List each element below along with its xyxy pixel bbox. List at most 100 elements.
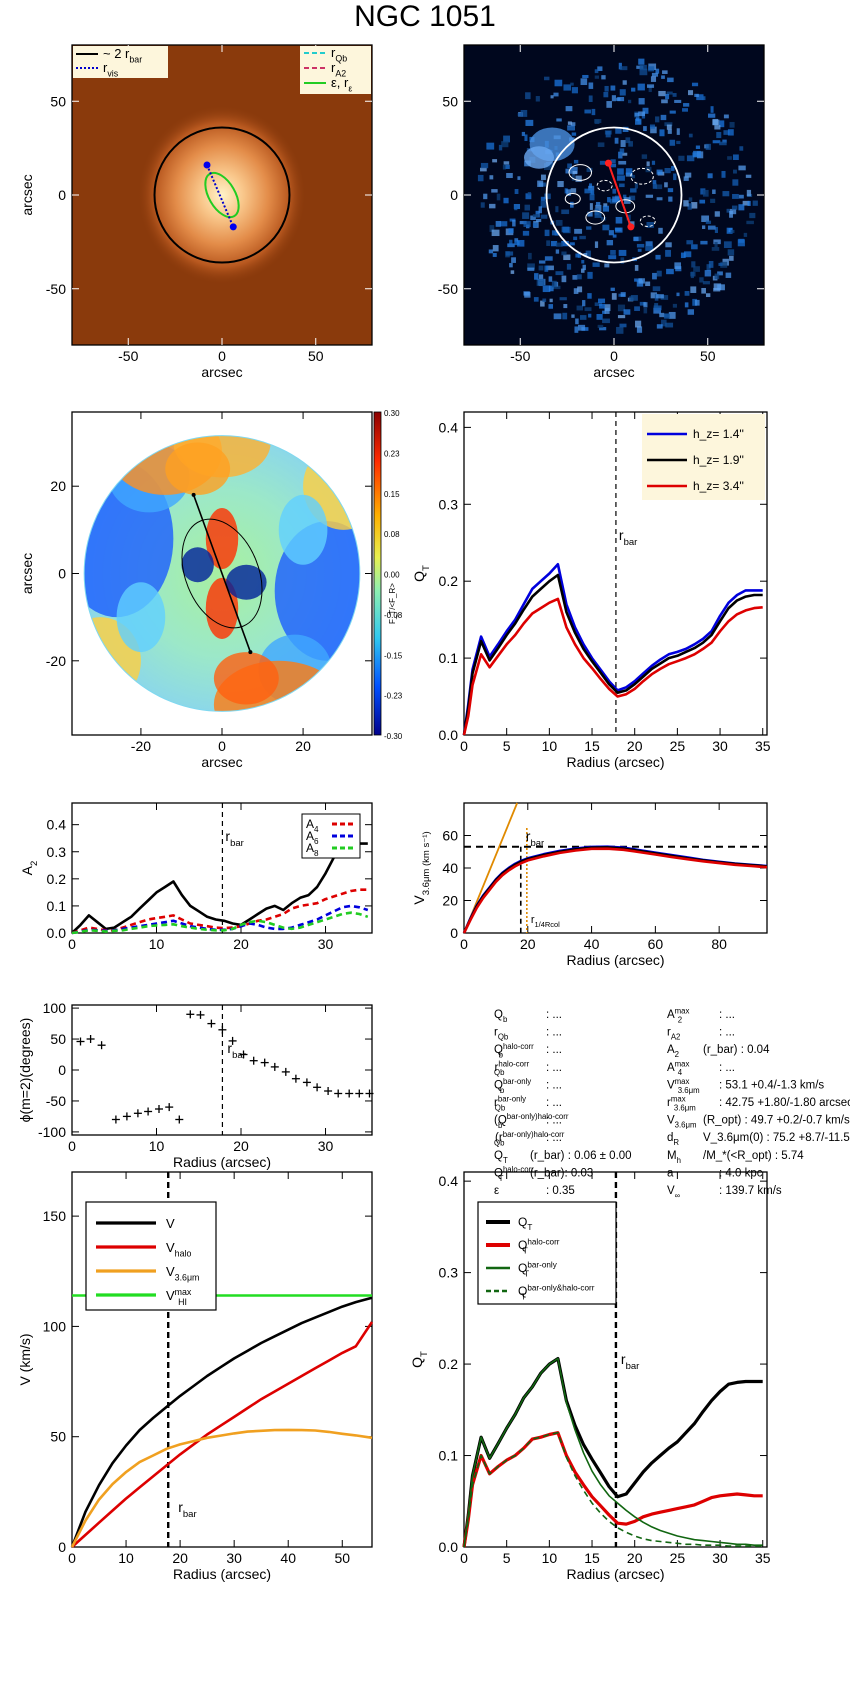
noise-speck xyxy=(602,310,606,314)
y-tick-label: 0.1 xyxy=(47,898,67,914)
noise-speck xyxy=(570,201,574,208)
x-tick-label: 30 xyxy=(712,1550,728,1566)
x-tick-label: 60 xyxy=(648,936,664,952)
rbar-label: rbar xyxy=(526,828,545,849)
noise-speck xyxy=(573,288,579,294)
noise-speck xyxy=(641,154,648,159)
noise-speck xyxy=(656,294,664,299)
param-name: Amax 2 xyxy=(667,1007,690,1025)
noise-speck xyxy=(620,140,626,147)
legend-label: Qbar-only&halo-corr T xyxy=(518,1283,595,1301)
noise-speck xyxy=(571,132,577,136)
param-value: : ... xyxy=(719,1009,735,1021)
noise-speck xyxy=(491,189,498,193)
noise-speck xyxy=(546,240,551,246)
noise-speck xyxy=(579,235,586,240)
x-tick-label: 20 xyxy=(627,1550,643,1566)
colorbar-tick-label: 0.30 xyxy=(384,409,400,418)
noise-speck xyxy=(622,152,628,156)
bar-end-dot xyxy=(191,492,196,497)
noise-speck xyxy=(561,275,567,283)
force-blob xyxy=(165,442,231,495)
noise-speck xyxy=(722,191,730,197)
noise-speck xyxy=(571,314,575,318)
noise-speck xyxy=(655,184,663,190)
y-tick-label: 0.2 xyxy=(439,1356,459,1372)
noise-speck xyxy=(660,114,667,121)
param-name: (rbar-only)halo-corr Qb xyxy=(494,1130,565,1148)
noise-speck xyxy=(581,260,585,264)
noise-speck xyxy=(597,142,605,147)
noise-speck xyxy=(742,200,750,206)
noise-speck xyxy=(599,303,605,309)
noise-speck xyxy=(665,322,674,328)
noise-speck xyxy=(655,116,660,123)
x-tick-label: 15 xyxy=(584,738,600,754)
y-tick-label: 0.4 xyxy=(439,419,459,435)
noise-speck xyxy=(649,124,655,129)
param-name: rbar-only Qb xyxy=(494,1095,526,1113)
noise-speck xyxy=(625,137,631,144)
noise-speck xyxy=(664,182,668,188)
noise-speck xyxy=(658,227,663,234)
series-line xyxy=(462,597,763,736)
noise-speck xyxy=(711,247,720,251)
param-value: : 42.75 +1.80/-1.80 arcsec xyxy=(719,1097,850,1109)
y-tick-label: -50 xyxy=(46,281,66,297)
y-tick-label: 0.1 xyxy=(439,650,459,666)
noise-speck xyxy=(536,218,542,223)
noise-speck xyxy=(637,248,642,252)
noise-speck xyxy=(743,232,748,237)
noise-speck xyxy=(704,270,712,277)
x-tick-label: -20 xyxy=(131,738,151,754)
noise-speck xyxy=(520,109,528,117)
noise-speck xyxy=(713,239,721,245)
noise-speck xyxy=(631,87,636,92)
y-axis-label: arcsec xyxy=(19,553,35,594)
noise-speck xyxy=(667,77,674,83)
noise-speck xyxy=(524,291,531,298)
param-name: Qhalo-corr T xyxy=(494,1165,534,1183)
noise-speck xyxy=(533,297,539,302)
x-tick-label: 0 xyxy=(460,936,468,952)
contour xyxy=(630,167,654,185)
noise-speck xyxy=(525,92,531,100)
noise-speck xyxy=(714,125,721,130)
noise-speck xyxy=(714,273,720,280)
noise-speck xyxy=(666,124,672,130)
param-name: Qhalo-corr b xyxy=(494,1042,534,1060)
x-tick-label: -50 xyxy=(118,348,138,364)
x-tick-label: 15 xyxy=(584,1550,600,1566)
contour xyxy=(639,215,656,227)
noise-speck xyxy=(616,97,621,101)
noise-speck xyxy=(684,291,690,296)
noise-speck xyxy=(665,242,672,248)
noise-speck xyxy=(629,296,634,301)
noise-speck xyxy=(660,295,669,300)
noise-speck xyxy=(492,245,499,252)
noise-speck xyxy=(598,298,606,303)
param-name: ε xyxy=(494,1185,499,1197)
y-tick-label: 100 xyxy=(43,1318,67,1334)
noise-speck xyxy=(577,286,583,293)
noise-speck xyxy=(589,183,593,188)
noise-speck xyxy=(570,82,574,86)
noise-speck xyxy=(571,87,578,94)
noise-speck xyxy=(643,307,648,314)
y-tick-label: 0.4 xyxy=(439,1173,459,1189)
param-name: Mh xyxy=(667,1150,681,1165)
noise-speck xyxy=(540,196,546,201)
noise-speck xyxy=(691,82,699,87)
x-tick-label: 10 xyxy=(149,1138,165,1154)
noise-speck xyxy=(637,83,645,91)
series-line xyxy=(462,845,768,934)
noise-speck xyxy=(522,230,530,236)
y-tick-label: 40 xyxy=(442,860,458,876)
bar-end-dot xyxy=(248,650,253,655)
noise-speck xyxy=(514,205,518,211)
x-axis-label: Radius (arcsec) xyxy=(173,1566,271,1582)
bar-end-dot xyxy=(604,159,612,167)
y-tick-label: 50 xyxy=(50,1429,66,1445)
